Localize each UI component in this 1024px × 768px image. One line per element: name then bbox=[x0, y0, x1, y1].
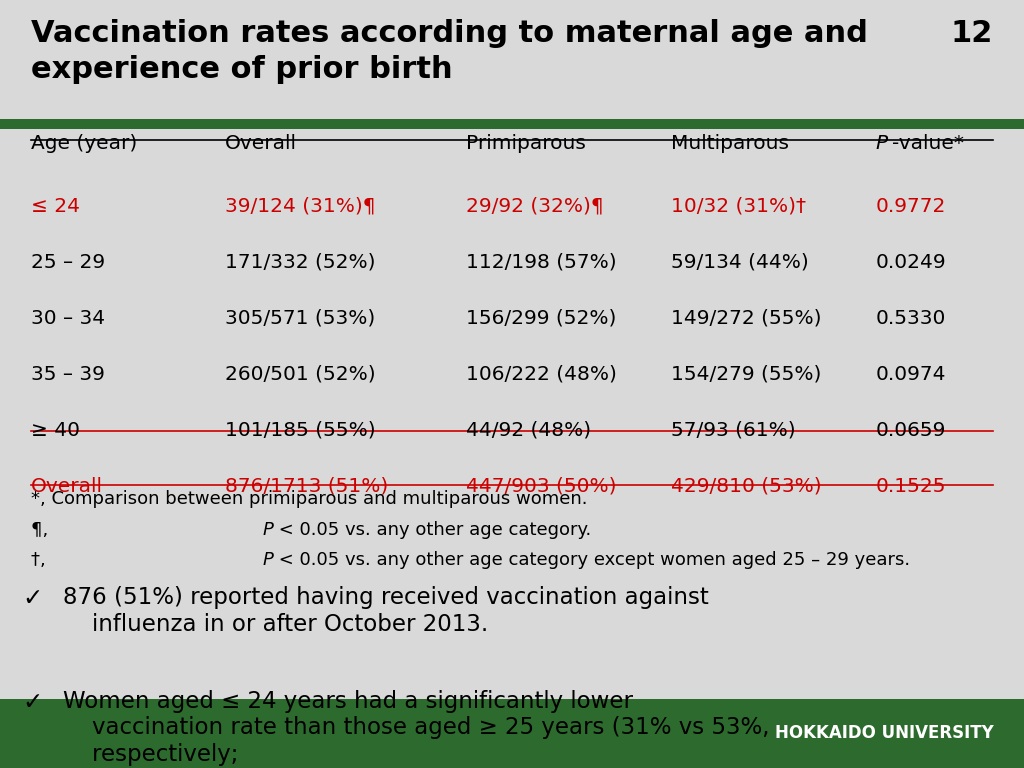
Text: 39/124 (31%)¶: 39/124 (31%)¶ bbox=[225, 197, 376, 216]
Text: 10/32 (31%)†: 10/32 (31%)† bbox=[671, 197, 806, 216]
Text: 44/92 (48%): 44/92 (48%) bbox=[466, 421, 591, 440]
Text: 30 – 34: 30 – 34 bbox=[31, 309, 104, 328]
Text: 260/501 (52%): 260/501 (52%) bbox=[225, 365, 376, 384]
Text: -value*: -value* bbox=[892, 134, 964, 154]
Text: ✓: ✓ bbox=[23, 690, 43, 713]
Text: P: P bbox=[262, 551, 273, 569]
Text: 0.9772: 0.9772 bbox=[876, 197, 946, 216]
Text: Age (year): Age (year) bbox=[31, 134, 137, 154]
Text: 57/93 (61%): 57/93 (61%) bbox=[671, 421, 796, 440]
Text: Overall: Overall bbox=[225, 134, 297, 154]
Text: 35 – 39: 35 – 39 bbox=[31, 365, 104, 384]
Text: 25 – 29: 25 – 29 bbox=[31, 253, 104, 272]
Text: 106/222 (48%): 106/222 (48%) bbox=[466, 365, 616, 384]
Text: 876 (51%) reported having received vaccination against
    influenza in or after: 876 (51%) reported having received vacci… bbox=[63, 586, 710, 636]
Text: 0.0659: 0.0659 bbox=[876, 421, 946, 440]
Text: HOKKAIDO UNIVERSITY: HOKKAIDO UNIVERSITY bbox=[774, 724, 993, 743]
Text: P: P bbox=[876, 134, 888, 154]
Text: †,: †, bbox=[31, 551, 51, 569]
Text: 0.1525: 0.1525 bbox=[876, 477, 946, 496]
Text: ¶,: ¶, bbox=[31, 521, 53, 538]
Text: 429/810 (53%): 429/810 (53%) bbox=[671, 477, 821, 496]
Text: Multiparous: Multiparous bbox=[671, 134, 788, 154]
Text: Women aged ≤ 24 years had a significantly lower
    vaccination rate than those : Women aged ≤ 24 years had a significantl… bbox=[63, 690, 770, 766]
Text: 305/571 (53%): 305/571 (53%) bbox=[225, 309, 376, 328]
Text: 171/332 (52%): 171/332 (52%) bbox=[225, 253, 376, 272]
Text: 12: 12 bbox=[951, 19, 993, 48]
Text: experience of prior birth: experience of prior birth bbox=[31, 55, 453, 84]
Text: Vaccination rates according to maternal age and: Vaccination rates according to maternal … bbox=[31, 19, 867, 48]
Text: ≥ 40: ≥ 40 bbox=[31, 421, 80, 440]
Text: P: P bbox=[262, 521, 273, 538]
Text: Primiparous: Primiparous bbox=[466, 134, 586, 154]
Text: 101/185 (55%): 101/185 (55%) bbox=[225, 421, 376, 440]
Text: 0.5330: 0.5330 bbox=[876, 309, 946, 328]
Text: Overall: Overall bbox=[31, 477, 102, 496]
Text: *, Comparison between primiparous and multiparous women.: *, Comparison between primiparous and mu… bbox=[31, 490, 587, 508]
Text: 156/299 (52%): 156/299 (52%) bbox=[466, 309, 616, 328]
Text: 0.0249: 0.0249 bbox=[876, 253, 946, 272]
Text: 876/1713 (51%): 876/1713 (51%) bbox=[225, 477, 388, 496]
Text: < 0.05 vs. any other age category.: < 0.05 vs. any other age category. bbox=[272, 521, 591, 538]
Text: ≤ 24: ≤ 24 bbox=[31, 197, 80, 216]
Text: 59/134 (44%): 59/134 (44%) bbox=[671, 253, 809, 272]
Text: ✓: ✓ bbox=[23, 586, 43, 610]
Text: 447/903 (50%): 447/903 (50%) bbox=[466, 477, 616, 496]
Text: 112/198 (57%): 112/198 (57%) bbox=[466, 253, 616, 272]
Text: 149/272 (55%): 149/272 (55%) bbox=[671, 309, 821, 328]
Text: 0.0974: 0.0974 bbox=[876, 365, 946, 384]
Text: 154/279 (55%): 154/279 (55%) bbox=[671, 365, 821, 384]
Text: 29/92 (32%)¶: 29/92 (32%)¶ bbox=[466, 197, 603, 216]
Text: < 0.05 vs. any other age category except women aged 25 – 29 years.: < 0.05 vs. any other age category except… bbox=[272, 551, 909, 569]
